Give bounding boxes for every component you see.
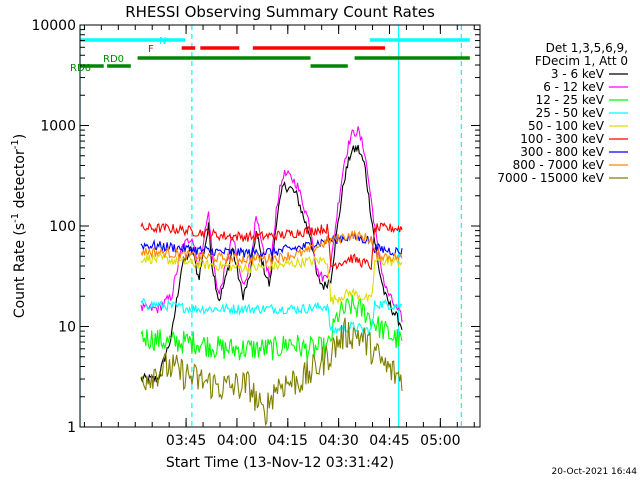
legend-label-2: 6 - 12 keV (543, 80, 605, 94)
y-tick-label-1: 1 (67, 420, 76, 436)
legend-label-6: 100 - 300 keV (520, 132, 604, 146)
legend-label-1: 3 - 6 keV (551, 67, 605, 81)
legend-label-5: 50 - 100 keV (528, 119, 605, 133)
series-line-2 (140, 126, 403, 323)
series-line-4 (140, 297, 403, 336)
legend-header-line-2: FDecim 1, Att 0 (535, 54, 628, 68)
y-tick-label-3: 100 (49, 219, 76, 235)
y-tick-label-2: 10 (58, 320, 76, 336)
series-line-7 (140, 232, 403, 260)
legend-label-7: 300 - 800 keV (520, 145, 604, 159)
y-axis: 1 10 100 1000 10000 (31, 18, 480, 436)
legend: Det 1,3,5,6,9, FDecim 1, Att 0 3 - 6 keV… (497, 41, 628, 185)
flag-label-rd6: RD6 (70, 63, 91, 74)
legend-header-line-1: Det 1,3,5,6,9, (546, 41, 628, 55)
x-axis-label: Start Time (13-Nov-12 03:31:42) (166, 455, 394, 471)
legend-label-9: 7000 - 15000 keV (497, 171, 604, 185)
flag-label-n: N (159, 36, 166, 47)
x-axis: 03:45 04:00 04:15 04:30 04:45 05:00 (83, 25, 475, 449)
y-tick-label-5: 10000 (31, 18, 76, 34)
series-line-9 (140, 317, 403, 427)
plot-area (80, 25, 470, 427)
y-axis-label: Count Rate (s-1 detector-1) (10, 134, 28, 318)
flag-label-rd0: RD0 (103, 54, 124, 65)
series-line-6 (140, 221, 403, 271)
flag-label-f: F (148, 44, 154, 55)
x-tick-label-3: 04:15 (268, 433, 308, 449)
x-tick-label-4: 04:30 (318, 433, 358, 449)
legend-label-8: 800 - 7000 keV (513, 158, 605, 172)
x-tick-label-2: 04:00 (217, 433, 257, 449)
x-tick-label-6: 05:00 (420, 433, 460, 449)
legend-label-3: 12 - 25 keV (536, 93, 605, 107)
series-line-3 (140, 294, 403, 361)
x-tick-label-5: 04:45 (369, 433, 409, 449)
y-tick-label-4: 1000 (40, 119, 76, 135)
x-tick-label-1: 03:45 (166, 433, 206, 449)
chart-title: RHESSI Observing Summary Count Rates (125, 3, 435, 21)
footer-date: 20-Oct-2021 16:44 (552, 467, 638, 477)
series-line-8 (140, 229, 403, 265)
legend-label-4: 25 - 50 keV (536, 106, 605, 120)
